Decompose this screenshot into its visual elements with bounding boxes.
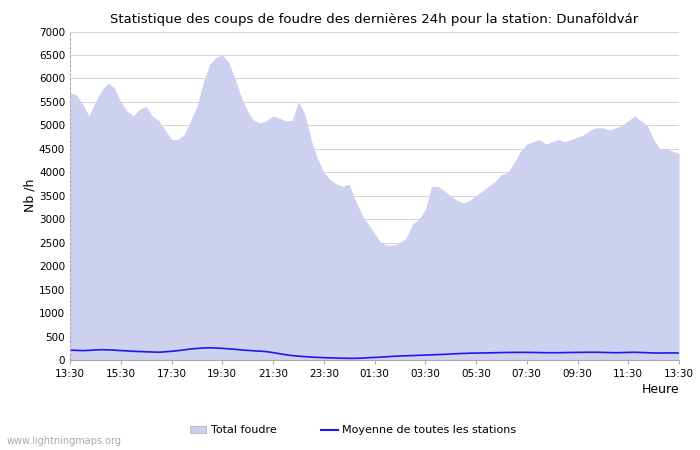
Text: www.lightningmaps.org: www.lightningmaps.org [7,436,122,446]
Title: Statistique des coups de foudre des dernières 24h pour la station: Dunaföldvár: Statistique des coups de foudre des dern… [111,13,638,26]
Line: Moyenne de toutes les stations: Moyenne de toutes les stations [70,348,679,358]
Moyenne de toutes les stations [66,347,74,353]
Moyenne de toutes les stations [85,348,93,353]
Moyenne de toutes les stations [675,351,683,356]
Moyenne de toutes les stations [205,345,214,351]
Moyenne de toutes les stations [428,352,436,358]
Text: Heure: Heure [641,383,679,396]
Moyenne de toutes les stations [231,346,239,352]
Moyenne de toutes les stations [548,350,556,356]
Moyenne de toutes les stations [345,356,354,361]
Moyenne de toutes les stations [110,347,118,353]
Y-axis label: Nb /h: Nb /h [23,179,36,212]
Moyenne de toutes les stations [383,354,391,360]
